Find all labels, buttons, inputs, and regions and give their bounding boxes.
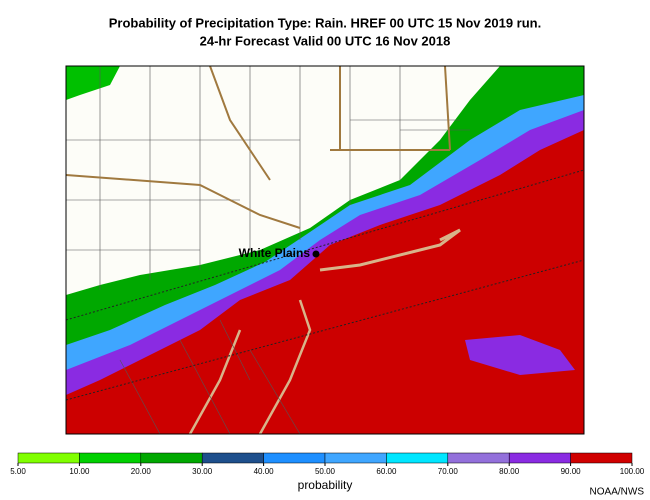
colorbar-segment: [447, 452, 510, 464]
colorbar-label: probability: [298, 478, 353, 492]
colorbar-tick-label: 40.00: [254, 467, 275, 476]
credit: NOAA/NWS: [590, 487, 645, 498]
colorbar-segment: [570, 452, 633, 464]
place-marker: [312, 250, 320, 258]
colorbar-segment: [140, 452, 203, 464]
colorbar-tick-label: 30.00: [192, 467, 213, 476]
colorbar-segment: [386, 452, 449, 464]
colorbar-tick-label: 20.00: [131, 467, 152, 476]
colorbar-segment: [17, 452, 80, 464]
colorbar-tick-label: 60.00: [376, 467, 397, 476]
map-frame: [65, 65, 585, 435]
colorbar-segment: [201, 452, 264, 464]
colorbar-tick-label: 80.00: [499, 467, 520, 476]
colorbar-tick-label: 100.00: [620, 467, 645, 476]
colorbar-tick-label: 5.00: [10, 467, 26, 476]
colorbar-tick-label: 70.00: [438, 467, 459, 476]
place-label: White Plains: [239, 246, 311, 260]
colorbar-segment: [508, 452, 571, 464]
colorbar-segment: [324, 452, 387, 464]
map: White Plains: [66, 66, 584, 434]
colorbar-tick-label: 90.00: [561, 467, 582, 476]
title: Probability of Precipitation Type: Rain.…: [109, 15, 541, 30]
colorbar-segment: [263, 452, 326, 464]
colorbar-tick-label: 50.00: [315, 467, 336, 476]
colorbar-tick-label: 10.00: [69, 467, 90, 476]
colorbar-segment: [79, 452, 142, 464]
title: 24-hr Forecast Valid 00 UTC 16 Nov 2018: [200, 33, 451, 48]
colorbar: 5.00 10.00 20.00 30.00 40.00 50.00 60.00 70.00 8…: [10, 452, 645, 476]
